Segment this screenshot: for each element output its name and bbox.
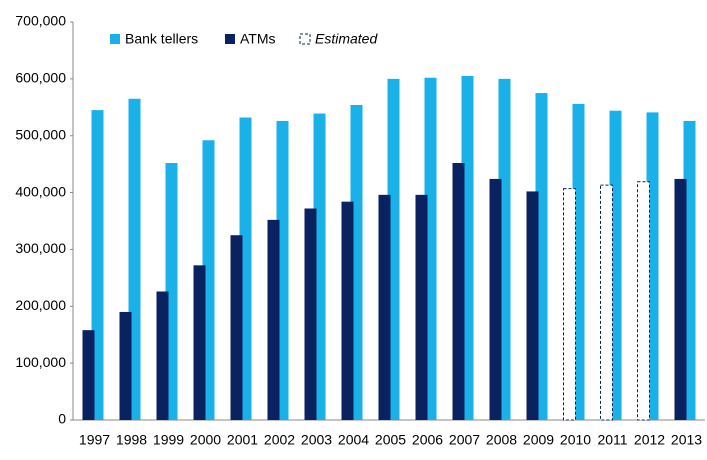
bar — [674, 178, 687, 420]
x-tick-label: 2013 — [671, 432, 702, 448]
y-tick-label: 700,000 — [15, 13, 66, 29]
bar — [341, 201, 354, 420]
legend-label: ATMs — [240, 31, 276, 47]
bar — [82, 330, 95, 420]
x-tick-label: 2005 — [375, 432, 406, 448]
x-tick-label: 2004 — [338, 432, 369, 448]
x-tick-label: 2003 — [301, 432, 332, 448]
bar — [452, 163, 465, 420]
y-tick-label: 400,000 — [15, 183, 66, 199]
y-tick-label: 300,000 — [15, 240, 66, 256]
bar — [193, 265, 206, 420]
x-tick-label: 2008 — [486, 432, 517, 448]
x-tick-label: 2009 — [523, 432, 554, 448]
y-tick-label: 100,000 — [15, 354, 66, 370]
x-tick-label: 2006 — [412, 432, 443, 448]
y-tick-label: 200,000 — [15, 297, 66, 313]
bar — [230, 235, 243, 420]
estimated-bar — [637, 181, 650, 421]
legend-label: Estimated — [315, 31, 378, 47]
legend-swatch — [110, 34, 120, 44]
x-tick-label: 1997 — [79, 432, 110, 448]
x-tick-label: 1998 — [116, 432, 147, 448]
legend-label: Bank tellers — [125, 31, 198, 47]
x-tick-label: 2007 — [449, 432, 480, 448]
bar — [304, 208, 317, 420]
y-tick-label: 500,000 — [15, 126, 66, 142]
legend-swatch — [225, 34, 235, 44]
x-tick-label: 2001 — [227, 432, 258, 448]
x-tick-label: 1999 — [153, 432, 184, 448]
bar — [267, 219, 280, 420]
x-tick-label: 2010 — [560, 432, 591, 448]
estimated-bar — [600, 184, 613, 421]
bar — [119, 311, 132, 420]
x-tick-label: 2002 — [264, 432, 295, 448]
y-tick-label: 600,000 — [15, 70, 66, 86]
x-tick-label: 2012 — [634, 432, 665, 448]
bar — [526, 191, 539, 420]
x-tick-label: 2011 — [597, 432, 627, 448]
estimated-bar — [563, 188, 576, 421]
bar — [415, 194, 428, 420]
legend-swatch — [299, 33, 311, 45]
y-tick-label: 0 — [58, 411, 66, 427]
bar — [156, 291, 169, 420]
x-tick-label: 2000 — [190, 432, 221, 448]
bar — [489, 178, 502, 420]
bar — [378, 194, 391, 420]
